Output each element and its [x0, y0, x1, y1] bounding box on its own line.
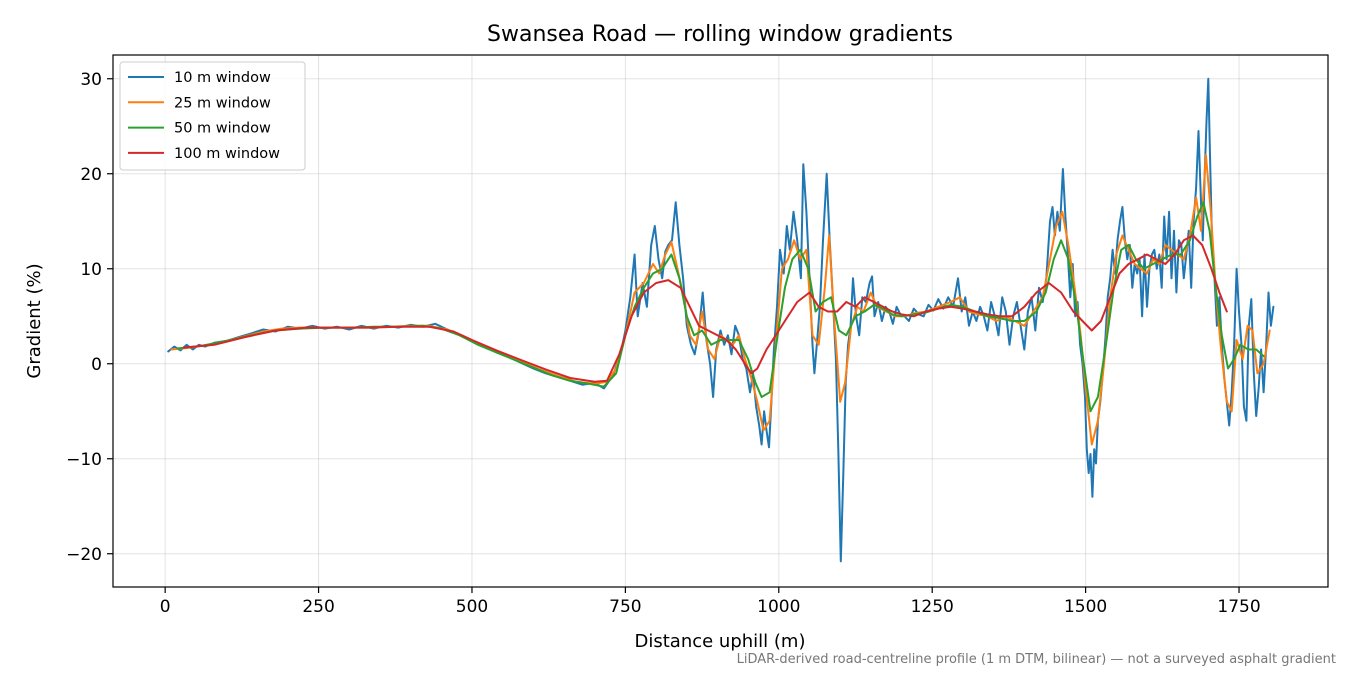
series-line-4 [182, 234, 1228, 383]
y-axis-label: Gradient (%) [24, 263, 45, 378]
y-tick-label: −20 [66, 545, 102, 565]
y-tick-label: 10 [80, 260, 102, 280]
y-tick-label: 0 [91, 355, 102, 375]
plot-background [113, 55, 1328, 587]
legend-label-1: 10 m window [174, 70, 271, 86]
footnote: LiDAR-derived road-centreline profile (1… [736, 652, 1336, 667]
x-tick-label: 250 [302, 597, 334, 617]
y-tick-label: 20 [80, 165, 102, 185]
y-tick-label: −10 [66, 450, 102, 470]
plot-frame [112, 54, 1329, 588]
series-line-3 [176, 201, 1265, 413]
x-tick-label: 1000 [757, 597, 800, 617]
x-tick-label: 1750 [1217, 597, 1260, 617]
ticks: 0 250 500 750 1000 1250 1500 1750 −20 −10 0 10 20 30 [66, 70, 1261, 617]
legend: 10 m window 25 m window 50 m window 100 m w… [119, 61, 306, 171]
series-group [167, 77, 1275, 563]
y-tick-label: 30 [80, 70, 102, 90]
series-line-1 [167, 77, 1275, 563]
legend-label-3: 50 m window [174, 121, 271, 137]
x-tick-label: 1250 [911, 597, 954, 617]
grid [113, 55, 1328, 587]
x-tick-label: 0 [160, 597, 171, 617]
x-axis-label: Distance uphill (m) [635, 631, 806, 652]
legend-label-2: 25 m window [174, 95, 271, 111]
legend-box [119, 61, 306, 171]
x-tick-label: 750 [609, 597, 641, 617]
x-tick-label: 500 [456, 597, 488, 617]
chart-title: Swansea Road — rolling window gradients [487, 22, 953, 47]
legend-label-4: 100 m window [174, 146, 280, 162]
x-tick-label: 1500 [1064, 597, 1107, 617]
